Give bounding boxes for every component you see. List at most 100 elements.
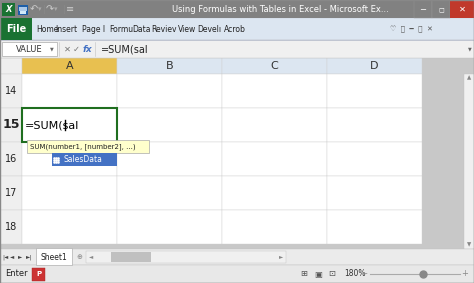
Text: View: View <box>178 25 196 33</box>
Bar <box>52 153 117 166</box>
Bar <box>22 210 117 244</box>
Bar <box>2 3 15 16</box>
Bar <box>0 58 22 74</box>
Text: Home: Home <box>36 25 58 33</box>
Bar <box>0 249 474 265</box>
Text: Acrob: Acrob <box>224 25 246 33</box>
Bar <box>27 140 149 153</box>
Bar <box>327 74 422 108</box>
Text: 17: 17 <box>5 188 17 198</box>
Text: ▾: ▾ <box>54 6 58 12</box>
Bar <box>22 58 117 74</box>
Bar <box>22 74 117 108</box>
Bar <box>117 58 222 74</box>
Bar <box>414 0 432 18</box>
Text: P: P <box>36 271 41 277</box>
Bar <box>222 142 327 176</box>
Bar <box>19 7 27 11</box>
Bar <box>0 265 474 283</box>
Bar <box>222 74 327 108</box>
Text: 18: 18 <box>5 222 17 232</box>
Text: ◻: ◻ <box>438 6 444 12</box>
Bar <box>0 40 474 58</box>
Text: ▼: ▼ <box>50 46 54 52</box>
Bar <box>111 252 151 262</box>
Text: ▣: ▣ <box>314 269 322 278</box>
Text: +: + <box>462 269 468 278</box>
Bar <box>450 0 474 18</box>
Text: ►: ► <box>279 254 283 260</box>
Text: ✕: ✕ <box>64 44 71 53</box>
Text: File: File <box>6 24 26 34</box>
Bar <box>432 0 450 18</box>
Text: ▼: ▼ <box>467 243 471 248</box>
Bar <box>20 11 26 14</box>
Bar <box>117 210 222 244</box>
Text: ⊕: ⊕ <box>76 254 82 260</box>
Text: Using Formulas with Tables in Excel - Microsoft Ex...: Using Formulas with Tables in Excel - Mi… <box>172 5 388 14</box>
Text: ⊡: ⊡ <box>328 269 335 278</box>
Bar <box>0 142 22 176</box>
Bar <box>0 74 22 108</box>
Bar <box>222 108 327 142</box>
Bar <box>86 251 286 263</box>
Bar <box>327 210 422 244</box>
Bar <box>36 248 72 265</box>
Text: Sheet1: Sheet1 <box>41 252 67 261</box>
Text: Insert: Insert <box>55 25 77 33</box>
Text: ◄: ◄ <box>10 254 14 260</box>
Text: Enter: Enter <box>5 269 27 278</box>
Bar <box>117 176 222 210</box>
Bar <box>327 176 422 210</box>
Text: 180%: 180% <box>344 269 365 278</box>
Text: ♡  ❓  ━  ⧉  ✕: ♡ ❓ ━ ⧉ ✕ <box>390 25 433 33</box>
Text: Reviev: Reviev <box>151 25 176 33</box>
Bar <box>32 268 45 281</box>
Text: 14: 14 <box>5 86 17 96</box>
Text: ↷: ↷ <box>46 4 54 14</box>
Text: ≡: ≡ <box>66 4 74 14</box>
Bar <box>222 176 327 210</box>
Text: ─: ─ <box>362 271 366 277</box>
Text: ▾: ▾ <box>38 6 42 12</box>
Text: ⊞: ⊞ <box>300 269 307 278</box>
Bar <box>222 210 327 244</box>
Bar <box>22 108 117 142</box>
Bar <box>327 108 422 142</box>
Bar <box>0 210 22 244</box>
Text: VALUE: VALUE <box>16 44 43 53</box>
Text: |: | <box>63 5 65 14</box>
Text: B: B <box>166 61 173 71</box>
Text: |◄: |◄ <box>2 254 8 260</box>
Text: ─: ─ <box>420 5 426 14</box>
Text: Page I: Page I <box>82 25 105 33</box>
Text: Formu: Formu <box>109 25 133 33</box>
Text: A: A <box>66 61 73 71</box>
Text: C: C <box>271 61 278 71</box>
Text: ✓: ✓ <box>73 44 80 53</box>
Bar <box>18 5 28 15</box>
Text: ►|: ►| <box>26 254 32 260</box>
Bar <box>0 176 22 210</box>
Text: 16: 16 <box>5 154 17 164</box>
Text: Data: Data <box>132 25 150 33</box>
Text: |: | <box>43 5 46 14</box>
Text: ▼: ▼ <box>468 46 472 52</box>
Text: ►: ► <box>18 254 22 260</box>
Text: ◄: ◄ <box>89 254 93 260</box>
Text: SalesData: SalesData <box>64 155 103 164</box>
Text: ↶: ↶ <box>30 4 38 14</box>
Text: SUM(number1, [number2], ...): SUM(number1, [number2], ...) <box>30 143 136 150</box>
Text: ✕: ✕ <box>458 5 465 14</box>
Bar <box>327 142 422 176</box>
Bar <box>117 142 222 176</box>
Text: 15: 15 <box>2 119 20 132</box>
Bar <box>327 58 422 74</box>
Text: X: X <box>5 5 12 14</box>
Bar <box>117 108 222 142</box>
Bar <box>22 176 117 210</box>
Text: fx: fx <box>82 44 92 53</box>
Text: Develı: Develı <box>197 25 221 33</box>
Text: =SUM(sal: =SUM(sal <box>25 120 79 130</box>
Bar <box>117 74 222 108</box>
